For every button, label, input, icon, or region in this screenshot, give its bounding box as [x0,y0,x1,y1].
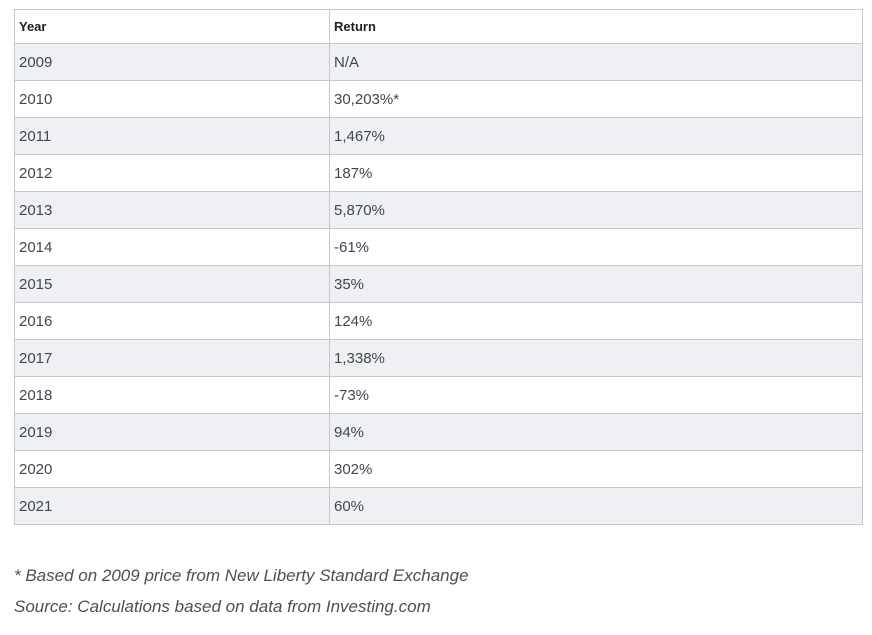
table-row: 2016 124% [14,302,863,340]
footnote: * Based on 2009 price from New Liberty S… [14,566,469,585]
table-row: 2015 35% [14,265,863,303]
return-cell: N/A [329,43,863,81]
year-cell: 2013 [14,191,330,229]
table-row: 2019 94% [14,413,863,451]
return-cell: 94% [329,413,863,451]
year-cell: 2011 [14,117,330,155]
year-cell: 2009 [14,43,330,81]
year-cell: 2012 [14,154,330,192]
table-row: 2020 302% [14,450,863,488]
table-row: 2010 30,203%* [14,80,863,118]
year-cell: 2019 [14,413,330,451]
return-cell: 1,467% [329,117,863,155]
returns-table: Year Return 2009 N/A 2010 30,203%* 2011 1,4… [14,9,863,525]
year-cell: 2021 [14,487,330,525]
table-row: 2021 60% [14,487,863,525]
return-cell: 60% [329,487,863,525]
table-row: 2013 5,870% [14,191,863,229]
table-row: 2009 N/A [14,43,863,81]
year-cell: 2017 [14,339,330,377]
year-cell: 2010 [14,80,330,118]
table-row: 2012 187% [14,154,863,192]
table-notes: * Based on 2009 price from New Liberty S… [14,560,854,622]
column-header-year: Year [14,9,330,44]
return-cell: 1,338% [329,339,863,377]
return-cell: 35% [329,265,863,303]
source-note: Source: Calculations based on data from … [14,597,431,616]
return-cell: -73% [329,376,863,414]
year-cell: 2016 [14,302,330,340]
return-cell: 5,870% [329,191,863,229]
table-row: 2017 1,338% [14,339,863,377]
return-cell: 30,203%* [329,80,863,118]
year-cell: 2014 [14,228,330,266]
year-cell: 2018 [14,376,330,414]
table-row: 2011 1,467% [14,117,863,155]
column-header-return: Return [329,9,863,44]
return-cell: 124% [329,302,863,340]
year-cell: 2015 [14,265,330,303]
return-cell: -61% [329,228,863,266]
table-row: 2018 -73% [14,376,863,414]
returns-table-container: Year Return 2009 N/A 2010 30,203%* 2011 1,4… [14,9,863,525]
return-cell: 302% [329,450,863,488]
return-cell: 187% [329,154,863,192]
year-cell: 2020 [14,450,330,488]
table-body: 2009 N/A 2010 30,203%* 2011 1,467% 2012 187%… [14,43,863,525]
table-header-row: Year Return [14,9,863,44]
table-row: 2014 -61% [14,228,863,266]
